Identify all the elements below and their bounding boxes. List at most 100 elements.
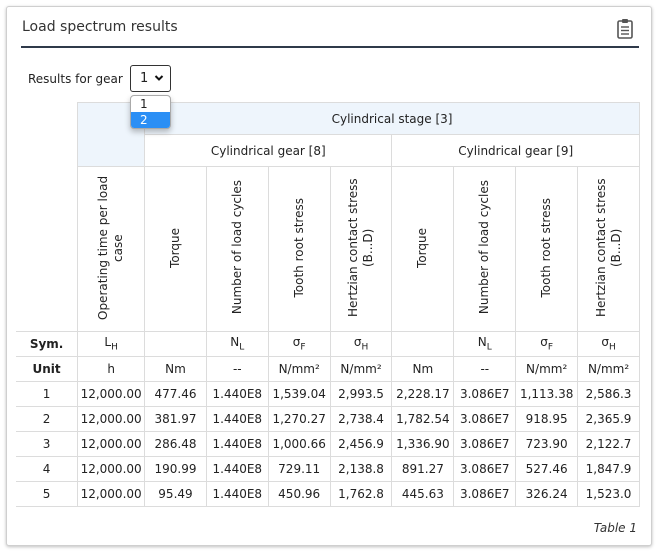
table-cell: 12,000.00: [77, 481, 146, 507]
table-cell: 1.440E8: [205, 456, 269, 482]
row-id: 2: [16, 406, 79, 432]
table-cell: 12,000.00: [77, 456, 146, 482]
table-cell: 1,270.27: [267, 406, 331, 432]
gear-select[interactable]: 1: [130, 65, 171, 92]
table-cell: 2,456.9: [329, 431, 393, 457]
table-cell: 12,000.00: [77, 406, 146, 432]
symbol: NL: [453, 331, 517, 357]
table-row: 2 12,000.00 381.97 1.440E8 1,270.27 2,738.4 1,…: [16, 406, 640, 432]
results-table-container[interactable]: Cylindrical stage [3] Cylindrical gear […: [16, 102, 640, 514]
table-cell: 381.97: [144, 406, 207, 432]
table-cell: 477.46: [144, 381, 207, 407]
table-cell: 2,365.9: [577, 406, 640, 432]
clipboard-icon[interactable]: [616, 18, 634, 40]
col-header: Number of load cycles: [453, 166, 517, 332]
table-cell: 2,122.7: [577, 431, 640, 457]
load-spectrum-panel: Load spectrum results Results for gear 1…: [6, 6, 652, 546]
symbol: σF: [267, 331, 331, 357]
gear-9-header: Cylindrical gear [9]: [391, 134, 640, 167]
table-cell: 1.440E8: [205, 381, 269, 407]
unit: --: [453, 356, 517, 382]
table-cell: 286.48: [144, 431, 207, 457]
col-header: Tooth root stress: [267, 166, 331, 332]
table-row: 3 12,000.00 286.48 1.440E8 1,000.66 2,456.9 1,…: [16, 431, 640, 457]
panel-title: Load spectrum results: [22, 19, 178, 35]
gear-select-dropdown: 1 2: [130, 95, 171, 129]
table-cell: 12,000.00: [77, 431, 146, 457]
table-cell: 1,762.8: [329, 481, 393, 507]
table-cell: 1,847.9: [577, 456, 640, 482]
table-cell: 1,000.66: [267, 431, 331, 457]
table-cell: 445.63: [391, 481, 455, 507]
table-row: 5 12,000.00 95.49 1.440E8 450.96 1,762.8 445.6…: [16, 481, 640, 507]
gear-8-header: Cylindrical gear [8]: [144, 134, 393, 167]
unit: N/mm²: [267, 356, 331, 382]
table-cell: 891.27: [391, 456, 455, 482]
col-header: Tooth root stress: [515, 166, 579, 332]
unit: --: [205, 356, 269, 382]
unit-label: Unit: [16, 356, 79, 382]
table-cell: 723.90: [515, 431, 579, 457]
unit: N/mm²: [329, 356, 393, 382]
row-id: 5: [16, 481, 79, 507]
symbol: [144, 331, 207, 357]
unit: N/mm²: [515, 356, 579, 382]
unit-row: Unit h Nm -- N/mm² N/mm² Nm -- N/mm² N/m…: [16, 356, 640, 382]
symbol: σF: [515, 331, 579, 357]
corner-empty: [16, 103, 78, 135]
col-header: Torque: [144, 166, 207, 332]
table-cell: 1.440E8: [205, 431, 269, 457]
gear-select-value: 1: [140, 71, 149, 86]
symbol: σH: [329, 331, 393, 357]
table-cell: 1,523.0: [577, 481, 640, 507]
sym-label: Sym.: [16, 331, 79, 357]
unit: Nm: [391, 356, 455, 382]
table-cell: 12,000.00: [77, 381, 146, 407]
col-header: Hertzian contact stress (B...D): [329, 166, 393, 332]
table-cell: 450.96: [267, 481, 331, 507]
table-cell: 1,336.90: [391, 431, 455, 457]
table-cell: 1,782.54: [391, 406, 455, 432]
table-cell: 527.46: [515, 456, 579, 482]
symbol-row: Sym. LH NL σF σH NL σF σH: [16, 331, 640, 357]
table-cell: 3.086E7: [453, 431, 517, 457]
table-cell: 2,738.4: [329, 406, 393, 432]
table-cell: 1,113.38: [515, 381, 579, 407]
unit: h: [77, 356, 146, 382]
col-header: Operating time per load case: [77, 166, 146, 332]
table-cell: 326.24: [515, 481, 579, 507]
table-cell: 2,586.3: [577, 381, 640, 407]
table-cell: 95.49: [144, 481, 207, 507]
col-header: Hertzian contact stress (B...D): [577, 166, 640, 332]
table-cell: 3.086E7: [453, 406, 517, 432]
gear-option-1[interactable]: 1: [140, 97, 148, 111]
table-cell: 1.440E8: [205, 406, 269, 432]
gear-option-2[interactable]: 2: [131, 112, 170, 128]
table-cell: 1,539.04: [267, 381, 331, 407]
gear-select-label: Results for gear: [28, 72, 123, 86]
unit: Nm: [144, 356, 207, 382]
symbol: NL: [205, 331, 269, 357]
col-header: Torque: [391, 166, 455, 332]
table-cell: 3.086E7: [453, 456, 517, 482]
symbol: LH: [77, 331, 146, 357]
table-cell: 2,138.8: [329, 456, 393, 482]
table-cell: 2,228.17: [391, 381, 455, 407]
table-cell: 190.99: [144, 456, 207, 482]
row-id: 1: [16, 381, 79, 407]
row-id: 4: [16, 456, 79, 482]
table-cell: 1.440E8: [205, 481, 269, 507]
chevron-down-icon: [154, 75, 164, 81]
title-divider: [21, 46, 639, 48]
table-row: 4 12,000.00 190.99 1.440E8 729.11 2,138.8 891.…: [16, 456, 640, 482]
table-caption: Table 1: [593, 521, 637, 535]
col-header: Number of load cycles: [205, 166, 269, 332]
unit: N/mm²: [577, 356, 640, 382]
table-row: 1 12,000.00 477.46 1.440E8 1,539.04 2,993.5 2,…: [16, 381, 640, 407]
table-cell: 729.11: [267, 456, 331, 482]
symbol: [391, 331, 455, 357]
table-cell: 3.086E7: [453, 381, 517, 407]
symbol: σH: [577, 331, 640, 357]
table-cell: 2,993.5: [329, 381, 393, 407]
stage-header: Cylindrical stage [3]: [144, 102, 640, 135]
